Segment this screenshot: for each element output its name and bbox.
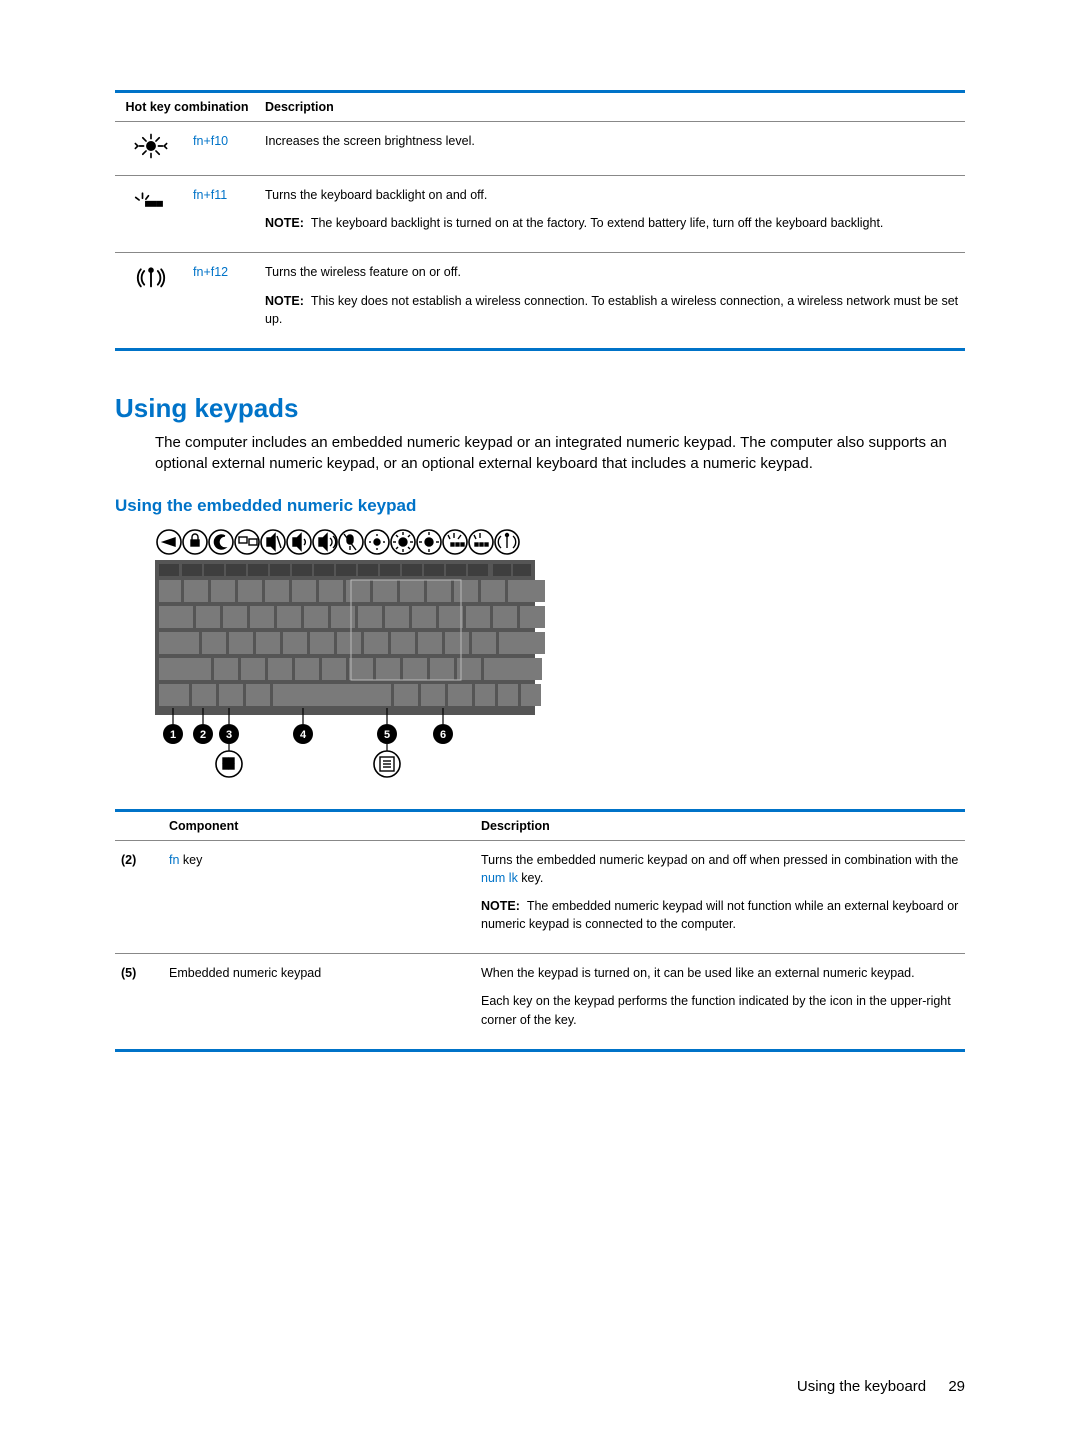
component-name: Embedded numeric keypad xyxy=(163,954,475,1050)
hotkey-desc: Turns the wireless feature on or off. xyxy=(265,263,959,281)
component-desc: Each key on the keypad performs the func… xyxy=(481,992,959,1028)
section-body: The computer includes an embedded numeri… xyxy=(155,432,965,474)
hotkey-desc: Increases the screen brightness level. xyxy=(259,122,965,176)
hotkey-row: fn+f12 Turns the wireless feature on or … xyxy=(115,253,965,349)
svg-text:2: 2 xyxy=(200,729,206,741)
hotkey-note: NOTE: The keyboard backlight is turned o… xyxy=(265,214,959,232)
brightness-up-icon xyxy=(115,122,187,176)
key-label: f11 xyxy=(211,188,227,202)
component-desc: Turns the embedded numeric keypad on and… xyxy=(481,851,959,887)
hotkey-header-combo: Hot key combination xyxy=(115,92,259,122)
hotkey-row: fn+f11 Turns the keyboard backlight on a… xyxy=(115,176,965,253)
hotkey-note: NOTE: This key does not establish a wire… xyxy=(265,292,959,328)
svg-text:1: 1 xyxy=(170,729,176,741)
svg-text:6: 6 xyxy=(440,729,446,741)
svg-text:5: 5 xyxy=(384,729,390,741)
footer-section: Using the keyboard xyxy=(797,1378,926,1395)
component-table: Component Description (2) fn key Turns t… xyxy=(115,809,965,1052)
fn-label: fn xyxy=(193,265,203,279)
section-heading-embedded: Using the embedded numeric keypad xyxy=(115,496,965,516)
wireless-icon xyxy=(115,253,187,349)
hotkey-table: Hot key combination Description fn+f10 I… xyxy=(115,90,965,351)
component-name: fn key xyxy=(163,840,475,954)
component-row: (2) fn key Turns the embedded numeric ke… xyxy=(115,840,965,954)
component-number: (2) xyxy=(115,840,163,954)
hotkey-desc: Turns the keyboard backlight on and off. xyxy=(265,186,959,204)
hotkey-row: fn+f10 Increases the screen brightness l… xyxy=(115,122,965,176)
page-footer: Using the keyboard 29 xyxy=(797,1378,965,1395)
key-label: f12 xyxy=(211,265,228,279)
svg-text:4: 4 xyxy=(300,729,307,741)
hotkey-header-desc: Description xyxy=(259,92,965,122)
svg-text:3: 3 xyxy=(226,729,232,741)
description-header: Description xyxy=(475,810,965,840)
component-number: (5) xyxy=(115,954,163,1050)
fn-label: fn xyxy=(193,134,203,148)
key-label: f10 xyxy=(211,134,228,148)
component-header: Component xyxy=(163,810,475,840)
component-desc: When the keypad is turned on, it can be … xyxy=(481,964,959,982)
section-heading-keypads: Using keypads xyxy=(115,393,965,424)
page-number: 29 xyxy=(948,1378,965,1395)
component-row: (5) Embedded numeric keypad When the key… xyxy=(115,954,965,1050)
keyboard-backlight-icon xyxy=(115,176,187,253)
document-page: Hot key combination Description fn+f10 I… xyxy=(0,0,1080,1437)
keyboard-diagram: 1 2 3 4 5 6 xyxy=(155,526,965,791)
fn-label: fn xyxy=(193,188,203,202)
component-note: NOTE: The embedded numeric keypad will n… xyxy=(481,897,959,933)
